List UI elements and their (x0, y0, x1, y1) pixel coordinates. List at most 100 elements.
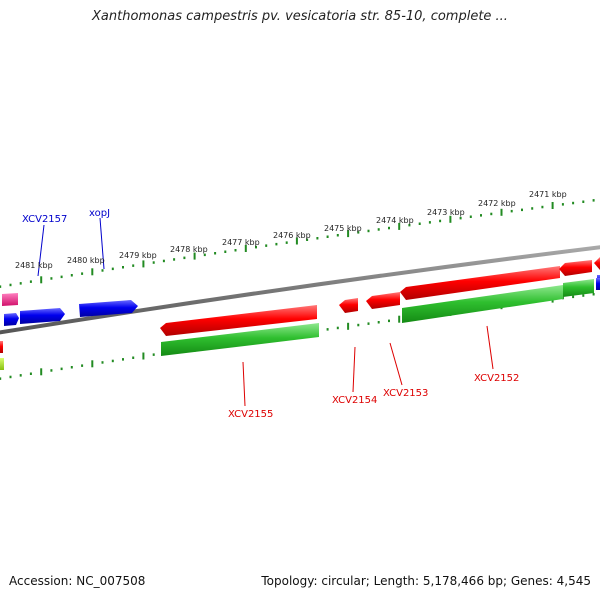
cds-arrow-xcv2155[interactable] (160, 305, 317, 336)
minor-tick (0, 377, 2, 380)
tick-label: 2472 kbp (478, 199, 516, 208)
gene-label-xopj[interactable]: xopJ (89, 208, 110, 219)
minor-tick (60, 367, 63, 371)
gene-bar-right[interactable] (563, 279, 594, 297)
major-tick (449, 215, 452, 223)
cds-arrow-xcv2153[interactable] (366, 292, 400, 309)
minor-tick (122, 358, 124, 361)
page-title: Xanthomonas campestris pv. vesicatoria s… (92, 9, 508, 24)
tick-label: 2478 kbp (170, 245, 208, 254)
leader-xcv2152 (486, 325, 494, 370)
minor-tick (285, 241, 288, 244)
major-tick (193, 252, 196, 260)
minor-tick (572, 295, 575, 299)
minor-tick (234, 249, 237, 252)
minor-tick (541, 205, 544, 209)
minor-tick (367, 229, 370, 233)
tick-label: 2474 kbp (376, 216, 414, 225)
leader-xcv2153 (389, 342, 403, 386)
minor-tick (490, 212, 493, 216)
minor-tick (408, 223, 411, 227)
gene-label-xcv2155[interactable]: XCV2155 (228, 409, 273, 420)
feature-lime-edge[interactable] (0, 358, 4, 370)
minor-tick (572, 201, 575, 205)
minor-tick (70, 274, 73, 277)
gene-label-xcv2152[interactable]: XCV2152 (474, 373, 519, 384)
cds-arrow-xcv2152[interactable] (400, 266, 560, 300)
leader-xcv2155 (242, 361, 246, 407)
cds-arrow-xopj[interactable] (79, 300, 138, 317)
minor-tick (592, 293, 595, 296)
gene-label-xcv2153[interactable]: XCV2153 (383, 388, 428, 399)
major-tick (142, 260, 145, 268)
minor-tick (275, 242, 278, 246)
accession-info: Accession: NC_007508 (9, 574, 146, 588)
gene-bar-xcv2153-xcv2152[interactable] (402, 285, 563, 323)
reverse-strand-track (2, 275, 600, 326)
minor-tick (357, 323, 360, 327)
minor-tick (377, 321, 380, 324)
cds-arrow-blue[interactable] (4, 313, 19, 326)
minor-tick (81, 364, 84, 367)
gene-label-xcv2157[interactable]: XCV2157 (22, 214, 67, 225)
minor-tick (101, 361, 104, 364)
minor-tick (122, 266, 124, 269)
major-tick (142, 352, 145, 360)
minor-tick (29, 372, 32, 375)
major-tick (347, 230, 350, 238)
minor-tick (81, 272, 84, 275)
cds-arrow-red-edge[interactable] (594, 257, 600, 270)
cds-arrow-red-right[interactable] (559, 260, 592, 276)
minor-tick (388, 319, 390, 323)
feature-pink[interactable] (2, 293, 18, 306)
minor-tick (367, 322, 370, 325)
minor-tick (224, 250, 227, 253)
minor-tick (132, 264, 135, 267)
minor-tick (480, 214, 482, 217)
minor-tick (561, 203, 564, 206)
forward-cds-track (0, 257, 600, 353)
major-tick (40, 368, 43, 376)
minor-tick (111, 359, 114, 363)
gene-track (0, 278, 600, 370)
minor-tick (388, 226, 390, 230)
major-tick (91, 360, 94, 368)
cds-arrow-xcv2154[interactable] (339, 298, 358, 313)
minor-tick (60, 275, 63, 279)
minor-tick (459, 216, 462, 220)
minor-tick (50, 369, 53, 372)
feature-blue-right[interactable] (596, 278, 600, 290)
outer-tick-track (0, 199, 595, 288)
major-tick (91, 268, 94, 276)
minor-tick (50, 277, 53, 280)
gene-label-xcv2154[interactable]: XCV2154 (332, 395, 377, 406)
gene-bar-xcv2155[interactable] (161, 323, 319, 356)
minor-tick (19, 374, 22, 377)
minor-tick (357, 231, 360, 234)
minor-tick (132, 356, 135, 359)
tick-label: 2473 kbp (427, 208, 465, 217)
minor-tick (326, 328, 329, 331)
tick-label: 2477 kbp (222, 238, 260, 247)
cds-arrow-red-left-edge[interactable] (0, 341, 3, 353)
minor-tick (418, 222, 421, 225)
major-tick (295, 237, 298, 245)
minor-tick (152, 261, 155, 264)
sequence-backbone (0, 245, 600, 335)
minor-tick (255, 245, 257, 249)
minor-tick (592, 199, 595, 202)
minor-tick (510, 209, 513, 213)
minor-tick (70, 366, 73, 369)
label-leader-lines (37, 217, 494, 407)
minor-tick (336, 234, 339, 237)
tick-label: 2481 kbp (15, 261, 53, 270)
leader-xopj (99, 217, 105, 270)
minor-tick (521, 208, 523, 212)
minor-tick (101, 269, 104, 272)
coordinate-labels: 2481 kbp 2480 kbp 2479 kbp 2478 kbp 2477… (15, 190, 567, 270)
cds-arrow-xcv2157[interactable] (20, 308, 65, 324)
minor-tick (29, 280, 32, 283)
gene-labels: XCV2157 xopJ XCV2155 XCV2154 XCV2153 XCV… (22, 208, 519, 420)
